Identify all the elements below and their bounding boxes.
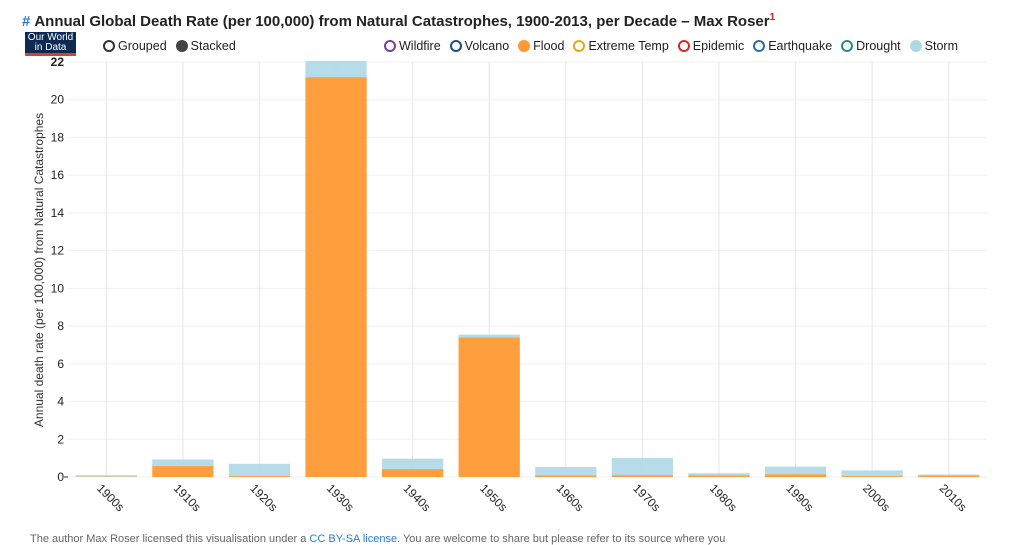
bar-flood-1990s[interactable] [765,474,826,477]
bar-storm-1980s[interactable] [688,473,749,475]
y-axis-label: Annual death rate (per 100,000) from Nat… [32,113,46,427]
license-footer: The author Max Roser licensed this visua… [30,533,725,545]
bar-flood-1920s[interactable] [229,476,290,477]
bar-storm-2000s[interactable] [841,470,902,476]
bar-flood-1910s[interactable] [152,466,213,477]
bar-flood-1970s[interactable] [612,475,673,477]
x-tick-label: 1990s [783,481,816,514]
x-tick-label: 1970s [630,481,663,514]
x-tick-label: 1950s [477,481,510,514]
bar-storm-2010s[interactable] [918,475,979,476]
y-tick-label: 8 [57,319,64,333]
x-tick-label: 1900s [94,481,127,514]
bar-storm-1950s[interactable] [459,335,520,338]
y-tick-label: 16 [51,168,65,182]
bar-storm-1990s[interactable] [765,467,826,475]
x-tick-label: 2010s [937,481,970,514]
bar-storm-1920s[interactable] [229,464,290,476]
bar-storm-1910s[interactable] [152,459,213,466]
y-tick-label: 14 [51,206,65,220]
chart-svg: 0 2 4 6 8 10 12 14 16 18 20 22 1900s 1910s 1920s 1930s… [0,0,1035,530]
x-tick-label: 1960s [554,481,587,514]
y-tick-label: 18 [51,130,65,144]
y-tick-label: 10 [51,281,65,295]
x-tick-label: 1930s [324,481,357,514]
x-tick-label: 1910s [171,481,204,514]
bar-flood-1950s[interactable] [459,337,520,477]
bar-storm-1960s[interactable] [535,467,596,475]
footer-rest: . You are welcome to share but please re… [397,533,725,545]
y-tick-label: 0 [57,470,64,484]
bar-flood-1960s[interactable] [535,475,596,477]
bar-storm-1940s[interactable] [382,459,443,469]
bar-storm-1970s[interactable] [612,458,673,475]
x-tick-label: 1940s [401,481,434,514]
x-tick-label: 2000s [860,481,893,514]
y-tick-label: 6 [57,357,64,371]
bar-flood-1980s[interactable] [688,475,749,477]
y-tick-label: 4 [57,395,64,409]
x-tick-label: 1920s [247,481,280,514]
y-tick-label: 22 [51,55,65,69]
footer-text: The author Max Roser licensed this visua… [30,533,309,545]
bar-flood-2000s[interactable] [841,476,902,477]
bar-flood-2010s[interactable] [918,475,979,477]
license-link[interactable]: CC BY-SA license [309,533,397,545]
x-tick-label: 1980s [707,481,740,514]
bar-flood-1930s[interactable] [305,77,366,477]
y-tick-label: 12 [51,244,65,258]
bar-flood-1940s[interactable] [382,469,443,477]
y-tick-label: 20 [51,93,65,107]
bar-storm-1930s[interactable] [305,61,366,77]
bar-storm-1900s[interactable] [76,475,137,477]
y-tick-label: 2 [57,432,64,446]
